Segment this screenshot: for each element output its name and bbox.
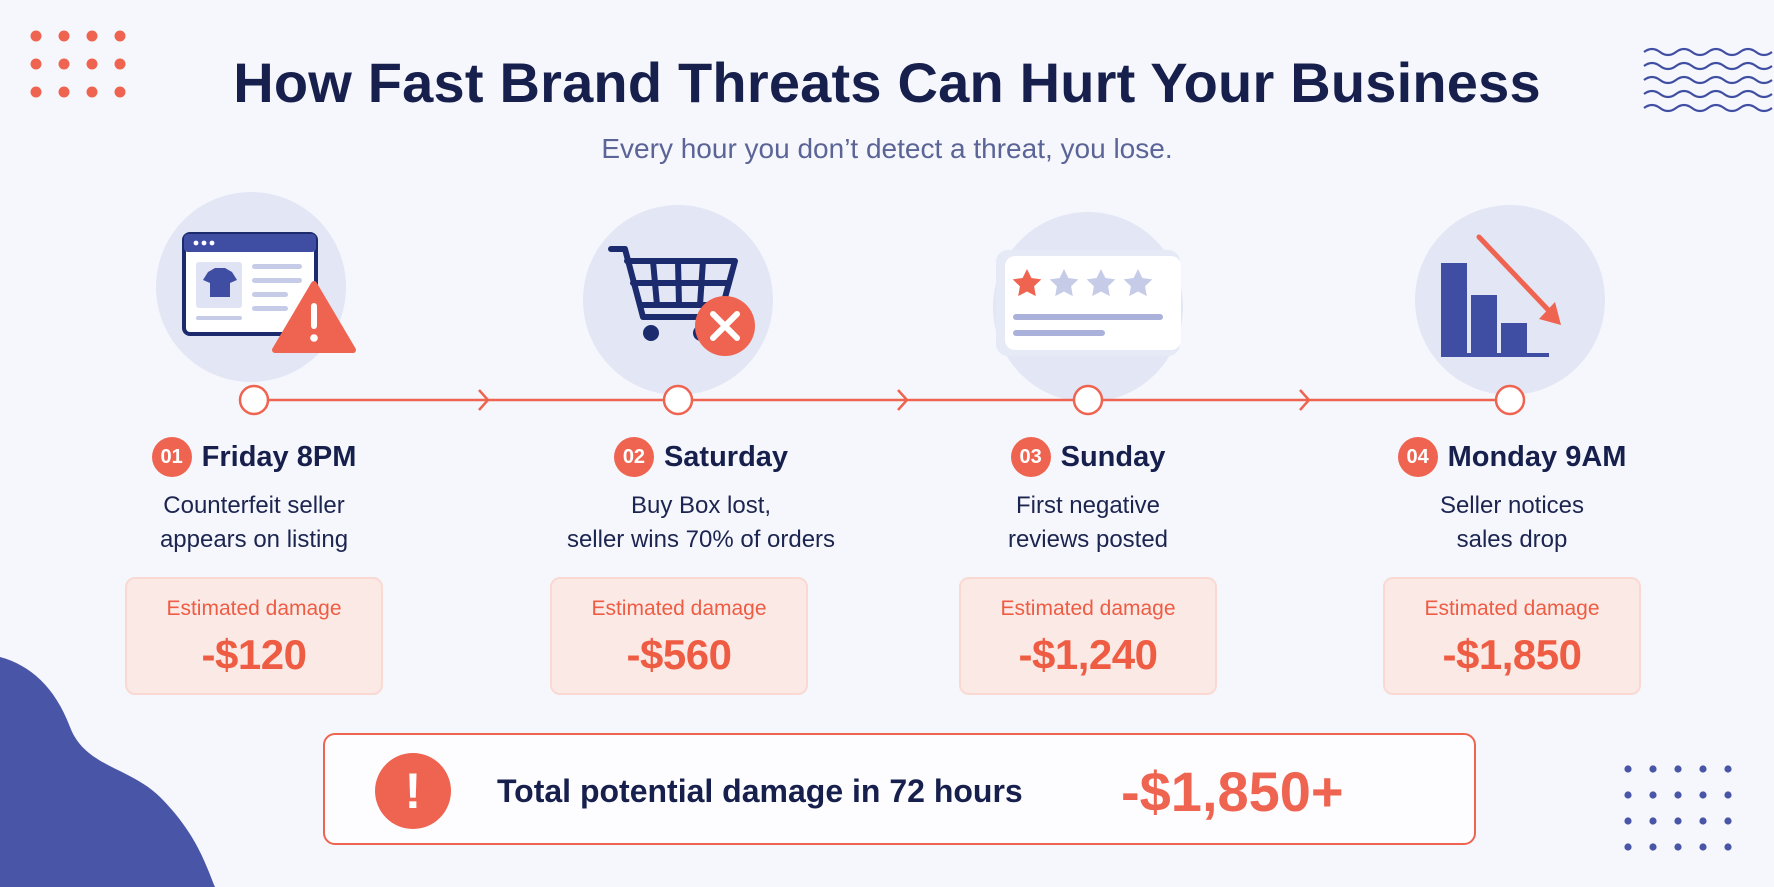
step-title: Sunday [1060, 440, 1166, 473]
step-1-damage-box: Estimated damage -$120 [125, 577, 383, 695]
step-description: First negative reviews posted [1007, 492, 1169, 553]
total-damage-label: Total potential damage in 72 hours [497, 773, 1023, 809]
damage-value: -$1,850 [1442, 631, 1582, 678]
dot-grid-decoration [1624, 765, 1732, 851]
damage-label: Estimated damage [1424, 597, 1600, 620]
step-2: 02 Saturday Buy Box lost, seller wins 70… [536, 437, 866, 557]
step-number-badge: 02 [613, 437, 654, 477]
step-number-badge: 03 [1010, 437, 1051, 477]
wave-lines-decoration [1643, 47, 1773, 113]
page-subtitle: Every hour you don’t detect a threat, yo… [601, 133, 1173, 164]
step-1-icon-circle [156, 192, 356, 382]
page-title: How Fast Brand Threats Can Hurt Your Bus… [233, 51, 1541, 114]
step-number-badge: 01 [151, 437, 192, 477]
exclamation-icon: ! [375, 753, 451, 829]
step-title: Monday 9AM [1447, 440, 1627, 473]
damage-value: -$1,240 [1018, 631, 1158, 678]
step-title: Friday 8PM [201, 440, 357, 473]
step-description: Seller notices sales drop [1439, 492, 1585, 553]
step-4: 04 Monday 9AM Seller notices sales drop [1347, 437, 1677, 557]
step-3-icon-circle [993, 212, 1183, 402]
step-4-icon-circle [1415, 205, 1605, 395]
step-3-damage-box: Estimated damage -$1,240 [959, 577, 1217, 695]
step-4-damage-box: Estimated damage -$1,850 [1383, 577, 1641, 695]
step-description: Buy Box lost, seller wins 70% of orders [566, 492, 836, 553]
step-2-icon-circle [583, 205, 773, 395]
one-star-review-icon [996, 250, 1181, 356]
damage-label: Estimated damage [591, 597, 767, 620]
total-damage-value: -$1,850+ [1121, 760, 1344, 823]
damage-label: Estimated damage [166, 597, 342, 620]
step-title: Saturday [663, 440, 789, 473]
product-listing-warning-icon [182, 232, 356, 353]
declining-bar-chart-icon [1441, 234, 1561, 357]
timeline [238, 384, 1526, 416]
step-description: Counterfeit seller appears on listing [159, 492, 349, 553]
step-3: 03 Sunday First negative reviews posted [923, 437, 1253, 557]
total-damage-banner: ! Total potential damage in 72 hours -$1… [323, 733, 1476, 845]
step-2-damage-box: Estimated damage -$560 [550, 577, 808, 695]
step-1: 01 Friday 8PM Counterfeit seller appears… [89, 437, 419, 557]
damage-label: Estimated damage [1000, 597, 1176, 620]
blob-decoration [0, 657, 215, 887]
dot-grid-decoration [30, 30, 126, 98]
damage-value: -$120 [201, 631, 307, 678]
shopping-cart-x-icon [608, 246, 755, 356]
damage-value: -$560 [626, 631, 732, 678]
step-number-badge: 04 [1397, 437, 1438, 477]
